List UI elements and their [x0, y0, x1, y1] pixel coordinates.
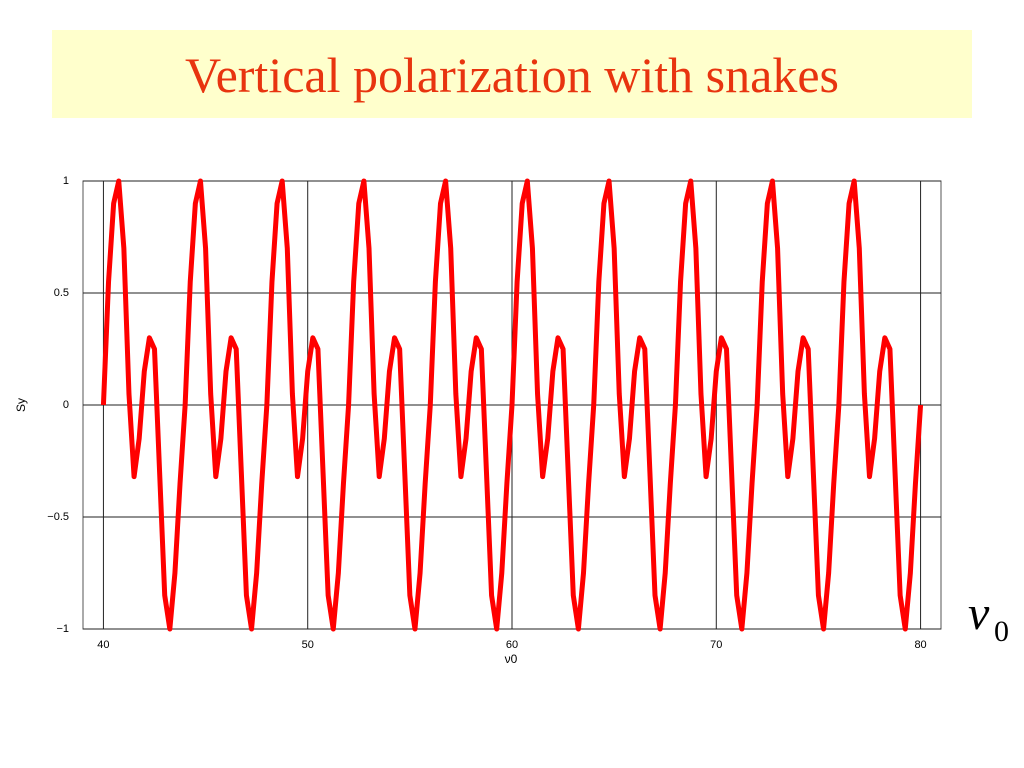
x-axis-label: ν0	[505, 652, 518, 666]
y-tick-label: 0	[63, 399, 69, 411]
y-tick-label: 1	[63, 175, 69, 187]
annotation-symbol: ν	[968, 587, 990, 640]
x-tick-label: 50	[302, 639, 314, 651]
annotation-subscript: 0	[994, 615, 1009, 648]
x-tick-label: 40	[97, 639, 109, 651]
y-tick-label: −0.5	[47, 511, 69, 523]
line-series	[100, 178, 924, 632]
x-tick-label: 70	[710, 639, 722, 651]
y-tick-label: −1	[56, 623, 69, 635]
x-tick-label: 60	[506, 639, 518, 651]
x-tick-label: 80	[914, 639, 926, 651]
y-axis-label: Sy	[14, 398, 28, 412]
title: Vertical polarization with snakes	[185, 47, 839, 103]
title-box: Vertical polarization with snakes	[52, 30, 972, 118]
y-tick-label: 0.5	[54, 287, 69, 299]
